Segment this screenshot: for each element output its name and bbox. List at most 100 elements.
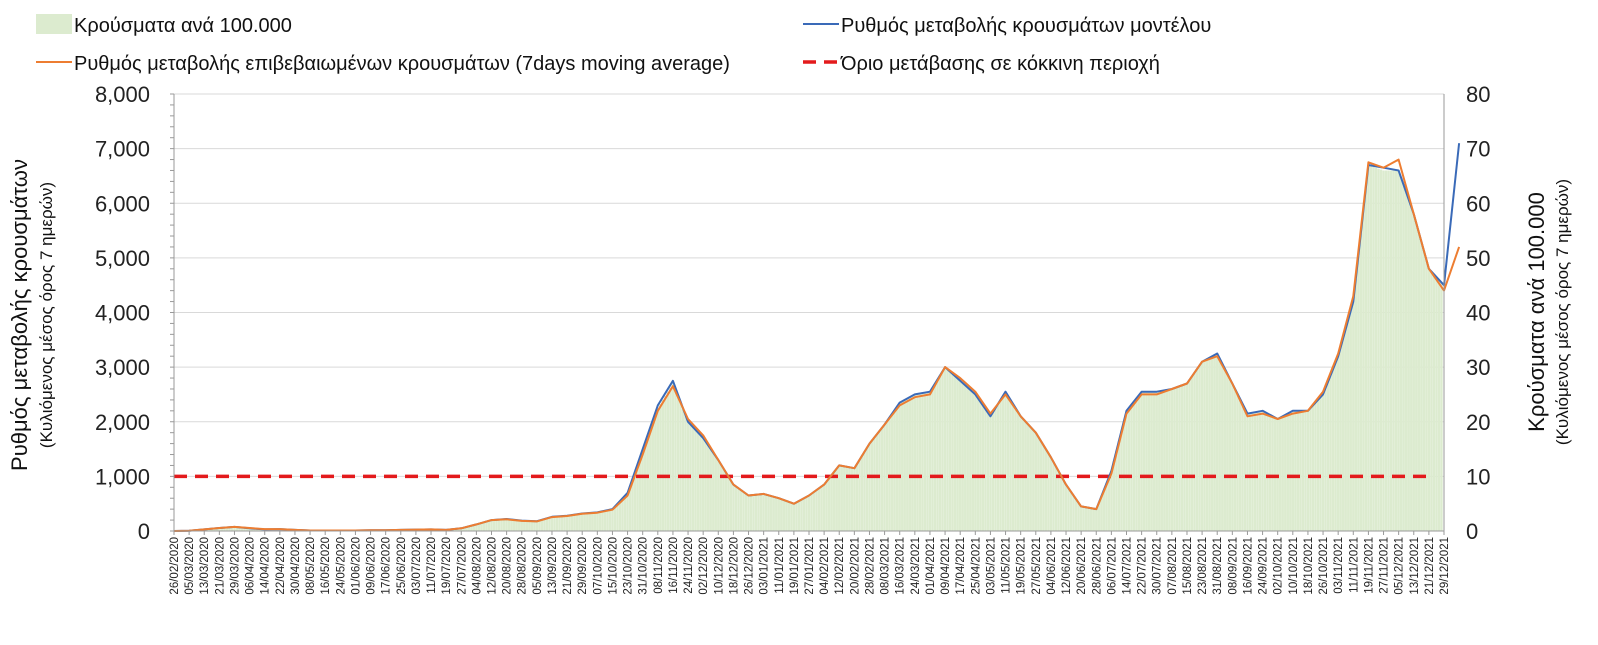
case-bar xyxy=(1334,362,1337,531)
case-bar xyxy=(1420,241,1423,532)
model-rate-line xyxy=(173,143,1461,532)
x-tick-label: 24/03/2021 xyxy=(910,537,922,595)
case-bar xyxy=(1203,360,1206,531)
case-bar xyxy=(1019,416,1022,531)
case-bar xyxy=(911,395,914,531)
case-bar xyxy=(1374,167,1378,531)
case-bar xyxy=(1397,170,1400,531)
y-tick-label: 5,000 xyxy=(95,246,150,271)
case-bar xyxy=(1027,424,1030,531)
legend-label: Κρούσματα ανά 100.000 xyxy=(74,15,292,37)
case-bar xyxy=(1437,279,1441,531)
case-bar xyxy=(654,415,657,531)
case-bar xyxy=(737,488,740,531)
case-bar xyxy=(1382,170,1385,531)
case-bar xyxy=(1321,394,1325,531)
x-tick-label: 31/08/2021 xyxy=(1212,537,1224,595)
case-bar xyxy=(991,412,995,531)
case-bar xyxy=(1067,488,1070,531)
case-bar xyxy=(974,394,977,531)
x-tick-label: 27/07/2020 xyxy=(456,537,468,595)
case-bar xyxy=(1405,192,1408,531)
case-bar xyxy=(518,520,521,531)
case-bar xyxy=(1193,372,1196,531)
case-bar xyxy=(621,498,624,531)
case-bar xyxy=(1402,185,1405,531)
x-tick-label: 09/06/2020 xyxy=(366,537,378,595)
case-bar xyxy=(646,437,649,531)
case-bar xyxy=(608,509,612,531)
case-bar xyxy=(465,526,468,531)
x-tick-label: 27/01/2021 xyxy=(804,537,816,595)
case-bar xyxy=(492,519,496,531)
case-bar xyxy=(717,459,720,531)
case-bar xyxy=(966,387,969,531)
case-bar xyxy=(1349,310,1352,531)
case-bar xyxy=(946,369,949,531)
case-bar xyxy=(1389,170,1393,531)
case-bar xyxy=(707,445,710,531)
case-bar xyxy=(575,514,579,531)
x-tick-label: 07/10/2020 xyxy=(592,537,604,595)
case-bar xyxy=(1362,210,1365,532)
case-bar xyxy=(1034,432,1037,531)
case-bar xyxy=(545,518,549,531)
case-bar xyxy=(802,498,806,531)
case-bar xyxy=(1238,398,1242,531)
case-bar xyxy=(1243,408,1247,531)
case-bar xyxy=(923,392,927,531)
y-axis-subtitle: (Κυλιόμενος μέσος όρος 7 ημερών) xyxy=(37,182,56,448)
case-bar xyxy=(578,513,581,531)
case-bar xyxy=(1074,499,1078,531)
case-bar xyxy=(482,522,486,531)
case-bar xyxy=(1100,496,1103,531)
case-bar xyxy=(1359,233,1363,531)
x-tick-label: 14/04/2020 xyxy=(260,537,272,595)
case-bar xyxy=(565,515,569,531)
case-bar xyxy=(817,488,821,531)
case-bar xyxy=(528,520,531,531)
x-tick-label: 10/12/2020 xyxy=(713,537,725,595)
case-bar xyxy=(971,392,974,531)
case-bar xyxy=(790,502,793,531)
case-bar xyxy=(1309,408,1312,531)
case-bar xyxy=(979,401,982,531)
case-bar xyxy=(757,494,760,531)
case-bar xyxy=(739,490,743,531)
case-bar xyxy=(1132,401,1136,531)
case-bar xyxy=(1047,453,1050,531)
y-tick-label: 1,000 xyxy=(95,464,150,489)
x-tick-label: 28/06/2021 xyxy=(1091,537,1103,595)
case-bar xyxy=(1218,358,1221,531)
case-bar xyxy=(1336,356,1340,531)
case-bar xyxy=(1357,256,1360,531)
case-bar xyxy=(1112,460,1116,531)
case-bar xyxy=(747,495,750,531)
x-tick-label: 23/08/2021 xyxy=(1197,537,1209,595)
case-bar xyxy=(961,383,964,531)
case-bar xyxy=(276,529,279,531)
axes: 0 1,000 2,000 3,000 4,000 5,000 6,000 7,000 8,00… xyxy=(95,82,1491,595)
case-bar xyxy=(1107,477,1111,531)
case-bar xyxy=(762,493,765,531)
x-tick-label: 04/02/2021 xyxy=(819,537,831,595)
case-bar xyxy=(1422,250,1426,531)
case-bar xyxy=(797,500,801,531)
case-bar xyxy=(848,467,851,531)
case-bar xyxy=(1155,391,1158,531)
case-bar xyxy=(601,511,604,531)
case-bar xyxy=(598,511,602,531)
case-bar xyxy=(243,527,246,531)
case-bar xyxy=(1127,407,1131,531)
x-tick-label: 28/02/2021 xyxy=(864,537,876,595)
case-bar xyxy=(785,500,788,531)
case-bar xyxy=(550,516,554,531)
case-bar xyxy=(1039,440,1043,531)
case-bar xyxy=(870,440,874,531)
case-bar xyxy=(893,409,896,531)
x-tick-label: 12/08/2020 xyxy=(487,537,499,595)
case-bar xyxy=(535,521,539,531)
case-bar xyxy=(603,510,607,531)
case-bar xyxy=(1087,507,1090,531)
case-bar xyxy=(1306,410,1310,531)
